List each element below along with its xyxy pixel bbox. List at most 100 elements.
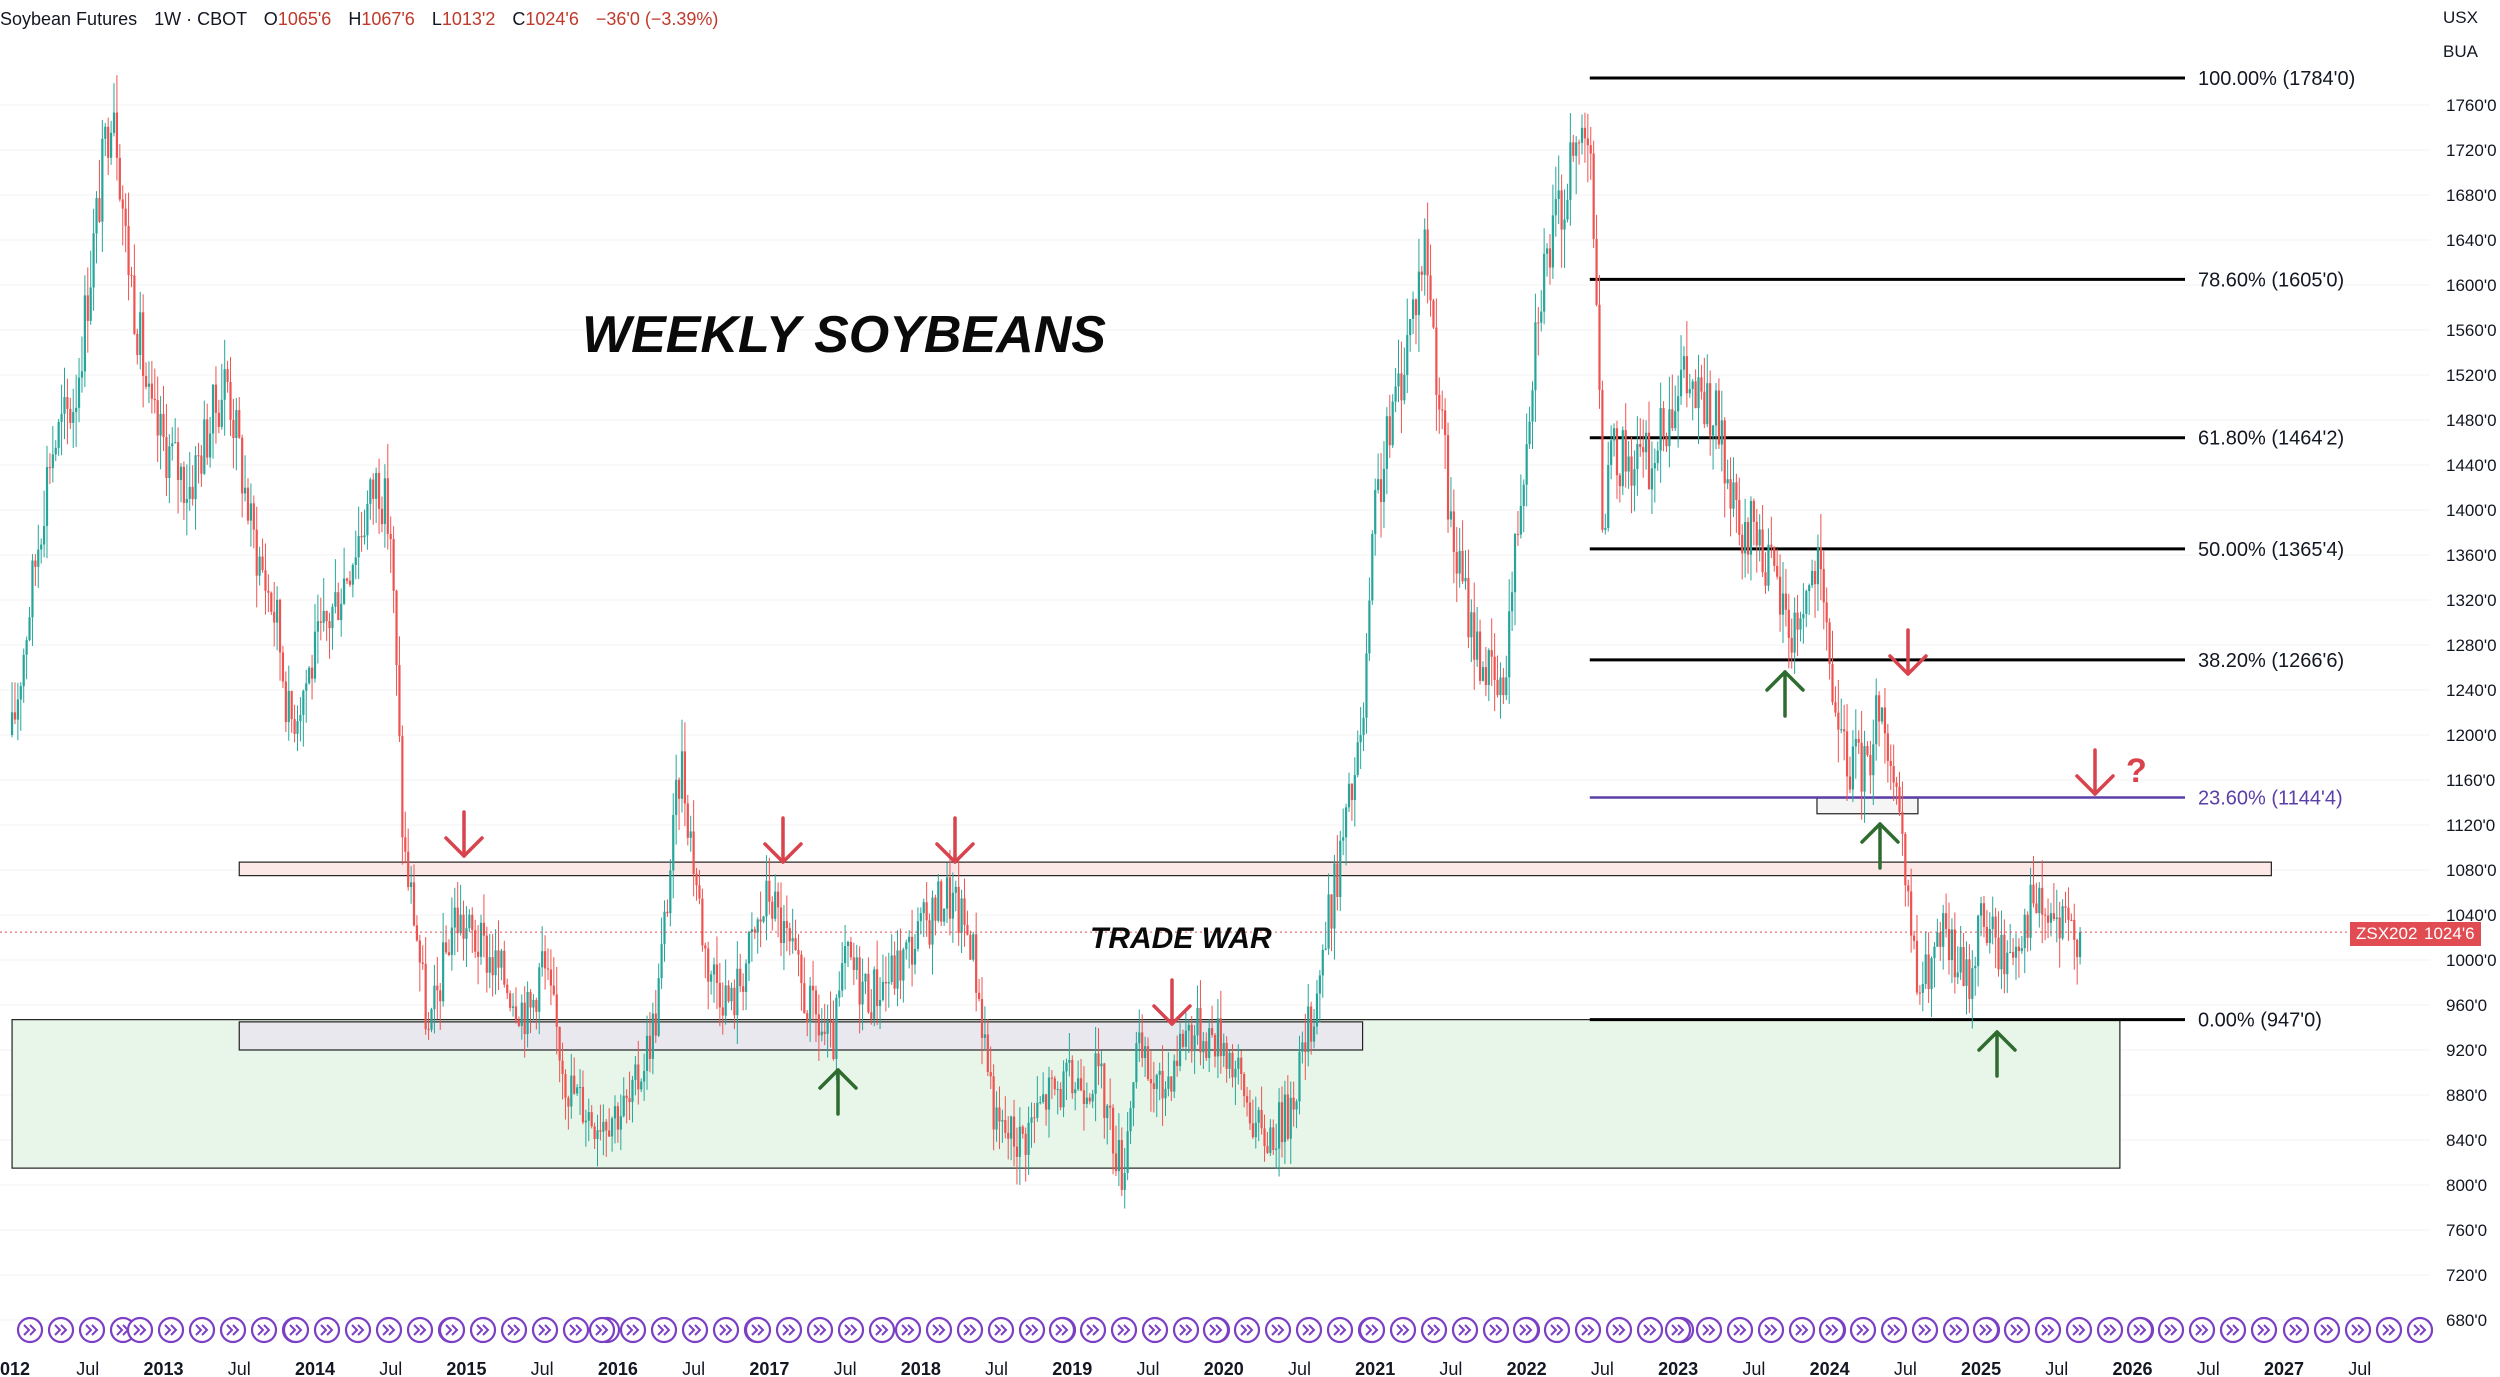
price-axis[interactable]: 1760'01720'01680'01640'01600'01560'01520… [2446, 96, 2497, 1330]
event-icon[interactable] [806, 1316, 834, 1344]
event-icon[interactable] [1543, 1316, 1571, 1344]
event-icon[interactable] [925, 1316, 953, 1344]
candle [1577, 139, 1581, 165]
event-icon[interactable] [2219, 1316, 2247, 1344]
symbol-name[interactable]: Soybean Futures [0, 9, 138, 29]
currency-label[interactable]: USX [2443, 8, 2478, 27]
event-icon[interactable] [1264, 1316, 1292, 1344]
event-icon[interactable] [1942, 1316, 1970, 1344]
candle [1653, 448, 1656, 503]
event-icon[interactable] [1757, 1316, 1785, 1344]
event-icon[interactable] [868, 1316, 896, 1344]
candle [578, 1069, 582, 1115]
event-icon[interactable] [1911, 1316, 1939, 1344]
event-icon[interactable] [681, 1316, 709, 1344]
candle [698, 869, 701, 905]
candle [1024, 1127, 1027, 1182]
event-icon[interactable] [987, 1316, 1015, 1344]
event-icon[interactable] [894, 1316, 922, 1344]
candle-body [1353, 775, 1356, 800]
candle [1924, 931, 1927, 989]
event-icon[interactable] [1482, 1316, 1510, 1344]
event-icon[interactable] [1788, 1316, 1816, 1344]
event-icon[interactable] [1726, 1316, 1754, 1344]
event-icon[interactable] [2250, 1316, 2278, 1344]
event-icon[interactable] [1172, 1316, 1200, 1344]
event-icon[interactable] [1849, 1316, 1877, 1344]
event-icon[interactable] [1295, 1316, 1323, 1344]
events-layer[interactable] [16, 1316, 2434, 1344]
time-axis[interactable]: 012 Jul 2013 Jul 2014 Jul 2015 Jul 2016 Jul 2017 Ju… [0, 1359, 2371, 1377]
event-icon[interactable] [2126, 1316, 2154, 1344]
event-icon[interactable] [1636, 1316, 1664, 1344]
event-icon[interactable] [157, 1316, 185, 1344]
event-icon[interactable] [1079, 1316, 1107, 1344]
event-icon[interactable] [588, 1316, 616, 1344]
event-icon[interactable] [1695, 1316, 1723, 1344]
event-icon[interactable] [2065, 1316, 2093, 1344]
event-icon[interactable] [1880, 1316, 1908, 1344]
event-icon[interactable] [2003, 1316, 2031, 1344]
candle-body [931, 897, 934, 945]
event-icon[interactable] [438, 1316, 466, 1344]
event-icon[interactable] [1202, 1316, 1230, 1344]
event-icon[interactable] [1389, 1316, 1417, 1344]
event-icon-glyph [2133, 1324, 2147, 1336]
event-icon[interactable] [744, 1316, 772, 1344]
event-icon[interactable] [1018, 1316, 1046, 1344]
event-icon[interactable] [250, 1316, 278, 1344]
event-icon[interactable] [47, 1316, 75, 1344]
event-icon[interactable] [2344, 1316, 2372, 1344]
event-icon[interactable] [469, 1316, 497, 1344]
event-icon[interactable] [712, 1316, 740, 1344]
event-icon[interactable] [2157, 1316, 2185, 1344]
candle-body [104, 126, 107, 139]
event-icon[interactable] [375, 1316, 403, 1344]
event-icon[interactable] [126, 1316, 154, 1344]
event-icon[interactable] [1048, 1316, 1076, 1344]
event-icon[interactable] [1818, 1316, 1846, 1344]
event-icon[interactable] [1110, 1316, 1138, 1344]
event-icon[interactable] [16, 1316, 44, 1344]
event-icon[interactable] [531, 1316, 559, 1344]
candle [1446, 422, 1450, 533]
event-icon[interactable] [406, 1316, 434, 1344]
candle [1321, 944, 1324, 998]
event-icon[interactable] [1664, 1316, 1692, 1344]
event-icon[interactable] [650, 1316, 678, 1344]
event-icon[interactable] [1141, 1316, 1169, 1344]
event-icon[interactable] [78, 1316, 106, 1344]
event-icon[interactable] [2406, 1316, 2434, 1344]
event-icon[interactable] [1358, 1316, 1386, 1344]
event-icon[interactable] [500, 1316, 528, 1344]
event-icon[interactable] [1605, 1316, 1633, 1344]
candle [1111, 1104, 1115, 1175]
event-icon[interactable] [837, 1316, 865, 1344]
event-icon[interactable] [1451, 1316, 1479, 1344]
event-icon[interactable] [1972, 1316, 2000, 1344]
unit-label[interactable]: BUA [2443, 42, 2478, 61]
event-icon[interactable] [219, 1316, 247, 1344]
event-icon[interactable] [2034, 1316, 2062, 1344]
event-icon[interactable] [313, 1316, 341, 1344]
event-icon[interactable] [1326, 1316, 1354, 1344]
candle [1717, 378, 1721, 449]
event-icon[interactable] [1420, 1316, 1448, 1344]
event-icon[interactable] [2375, 1316, 2403, 1344]
event-icon[interactable] [2188, 1316, 2216, 1344]
event-icon[interactable] [2282, 1316, 2310, 1344]
event-icon[interactable] [619, 1316, 647, 1344]
candle-body [34, 560, 37, 567]
event-icon[interactable] [775, 1316, 803, 1344]
event-icon[interactable] [344, 1316, 372, 1344]
event-icon[interactable] [282, 1316, 310, 1344]
event-icon[interactable] [1574, 1316, 1602, 1344]
event-icon[interactable] [956, 1316, 984, 1344]
event-icon[interactable] [562, 1316, 590, 1344]
event-icon[interactable] [2096, 1316, 2124, 1344]
event-icon[interactable] [1512, 1316, 1540, 1344]
event-icon[interactable] [188, 1316, 216, 1344]
event-icon[interactable] [2313, 1316, 2341, 1344]
event-icon[interactable] [1233, 1316, 1261, 1344]
